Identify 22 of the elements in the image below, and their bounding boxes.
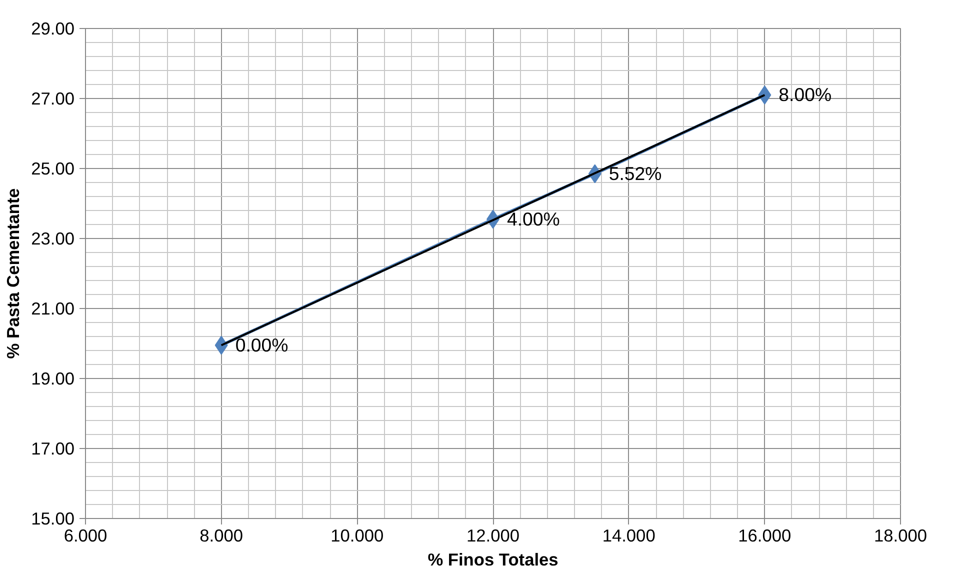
y-tick-label: 29.00: [31, 18, 75, 38]
x-tick-label: 8.000: [200, 526, 244, 546]
y-tick-label: 21.00: [31, 298, 75, 318]
y-tick-label: 15.00: [31, 508, 75, 528]
x-tick-label: 10.000: [330, 526, 384, 546]
point: [758, 86, 772, 104]
annotation: 0.00%: [235, 334, 288, 356]
x-axis-title: % Finos Totales: [428, 550, 558, 570]
y-tick-label: 19.00: [31, 368, 75, 388]
x-tick-label: 6.000: [64, 526, 108, 546]
x-tick-label: 14.000: [602, 526, 656, 546]
x-tick-label: 16.000: [738, 526, 792, 546]
x-tick-label: 12.000: [466, 526, 520, 546]
y-tick-label: 27.00: [31, 88, 75, 108]
annotation: 5.52%: [608, 162, 662, 184]
y-tick-label: 25.00: [31, 158, 75, 178]
x-tick-label: 18.000: [874, 526, 927, 546]
annotation: 4.00%: [507, 208, 560, 230]
y-tick-label: 17.00: [31, 438, 75, 458]
y-axis-title: % Pasta Cementante: [3, 188, 24, 359]
annotation: 8.00%: [778, 84, 832, 105]
y-tick-label: 23.00: [31, 228, 75, 248]
